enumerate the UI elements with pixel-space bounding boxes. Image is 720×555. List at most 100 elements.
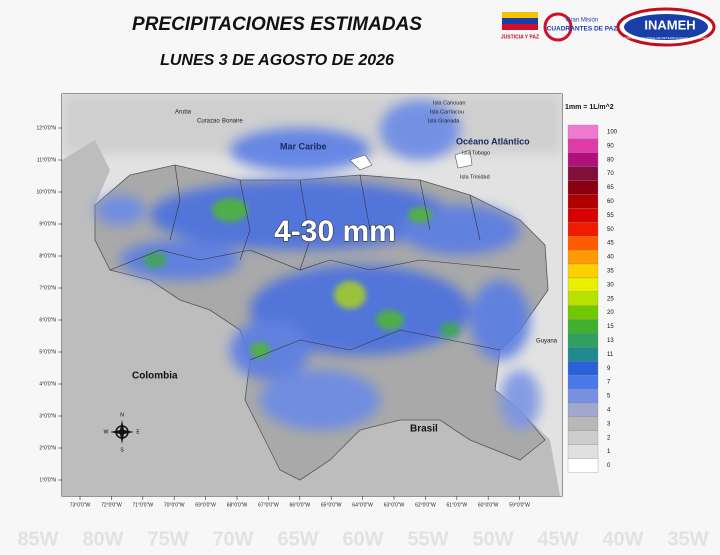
legend-swatch [567,208,599,223]
rain-blue [95,100,540,430]
footer-longitude: 40W [602,528,643,550]
legend-swatch [567,458,599,473]
legend-swatch [567,236,599,251]
lon-tick-label: 64°0'0"W [352,502,373,508]
legend-label: 7 [607,380,611,386]
legend-swatch [567,152,599,167]
legend-swatch [567,305,599,320]
footer-longitudes: 85W 80W 75W 70W 65W 60W 55W 50W 45W 40W 35W [17,528,708,550]
footer-longitude: 45W [537,528,578,550]
legend-swatch [567,402,599,418]
legend-label: 13 [607,338,614,344]
legend-label: 45 [607,241,614,247]
logo-text: INSTITUTO NACIONAL DE METEOROLOGIA E HID… [624,36,708,40]
logo-mision: Gran Misión CUADRANTES DE PAZ [543,12,618,42]
legend-label: 30 [607,282,614,288]
compass-label: S [120,447,124,453]
legend-swatch [567,249,599,265]
footer-longitude: 50W [472,528,513,550]
lon-tick-label: 71°0'0"W [133,502,154,508]
lon-tick-label: 67°0'0"W [258,502,279,508]
legend-label: 4 [607,408,611,414]
legend-label: 1 [607,449,611,455]
compass-label: N [120,412,124,418]
legend-label: 20 [607,310,614,316]
legend: 1009080706560555045403530252015131197543… [567,124,618,473]
legend-swatch [567,180,599,195]
legend-label: 5 [607,394,611,400]
lon-tick-label: 60°0'0"W [478,502,499,508]
legend-swatch [567,361,599,376]
place-label: Curazao [197,119,220,125]
legend-swatch [567,430,599,445]
lon-tick-label: 69°0'0"W [195,502,216,508]
place-label: Isla Tobago [462,150,490,156]
legend-swatch [567,347,599,362]
rain-green [143,198,460,358]
lat-tick-label: 5°0'0"N [39,349,56,355]
lat-tick-label: 1°0'0"N [39,477,56,483]
legend-swatch [567,166,599,181]
legend-swatch [567,375,599,390]
headline: 4-30 mm [274,215,396,248]
legend-label: 100 [607,130,618,136]
legend-unit: 1mm = 1L/m^2 [565,103,614,111]
margarita [349,154,373,171]
footer-longitude: 70W [212,528,253,550]
lon-tick-label: 63°0'0"W [384,502,405,508]
lat-tick-label: 12°0'0"N [37,125,57,131]
legend-label: 2 [607,435,611,441]
footer-longitude: 75W [147,528,188,550]
place-label: Bonaire [222,119,243,125]
country-label: Brasil [410,424,438,435]
legend-swatch [567,277,599,292]
footer-longitude: 60W [342,528,383,550]
lat-tick-label: 11°0'0"N [37,157,56,163]
legend-label: 60 [607,199,614,205]
lon-tick-label: 73°0'0"W [70,502,91,508]
borders [109,164,521,361]
compass-label: W [104,429,109,435]
lon-tick-label: 65°0'0"W [321,502,342,508]
lon-tick-label: 70°0'0"W [164,502,185,508]
legend-swatch [567,319,599,334]
lat-tick-label: 6°0'0"N [39,317,56,323]
lat-tick-label: 10°0'0"N [37,189,57,195]
legend-swatch [567,124,599,140]
sea-label: Océano Atlántico [456,136,530,146]
logo-text: INAMEH [644,17,695,32]
legend-label: 50 [607,227,614,233]
logo-text: JUSTICIA Y PAZ [501,34,539,40]
legend-swatch [567,444,599,459]
legend-label: 25 [607,296,614,302]
legend-label: 65 [607,185,614,191]
footer-longitude: 85W [17,528,58,550]
compass-label: E [136,429,140,435]
legend-swatch [567,333,599,348]
logo-text: CUADRANTES DE PAZ [547,26,618,33]
lon-tick-label: 61°0'0"W [447,502,468,508]
lon-tick-label: 62°0'0"W [415,502,436,508]
footer-longitude: 35W [667,528,708,550]
legend-swatch [567,388,599,404]
logo-inameh: INAMEH INSTITUTO NACIONAL DE METEOROLOGI… [616,7,716,47]
logo-text: Gran Misión [566,18,598,24]
legend-label: 55 [607,213,614,219]
place-label: Aruba [175,110,192,116]
legend-swatch [567,263,599,279]
legend-swatch [567,291,599,306]
legend-label: 40 [607,255,614,261]
legend-label: 11 [607,352,614,358]
logo-justicia: JUSTICIA Y PAZ [501,12,539,40]
sea-label: Mar Caribe [280,141,327,151]
footer-longitude: 55W [407,528,448,550]
legend-label: 35 [607,269,614,275]
footer-longitude: 65W [277,528,318,550]
map [62,94,562,496]
coordinate-ticks: 12°0'0"N 11°0'0"N 10°0'0"N 9°0'0"N 8°0'0"N 7°… [37,125,531,508]
lat-tick-label: 9°0'0"N [39,221,56,227]
legend-label: 0 [607,463,611,469]
footer-longitude: 80W [82,528,123,550]
country-label: Guyana [536,339,558,345]
